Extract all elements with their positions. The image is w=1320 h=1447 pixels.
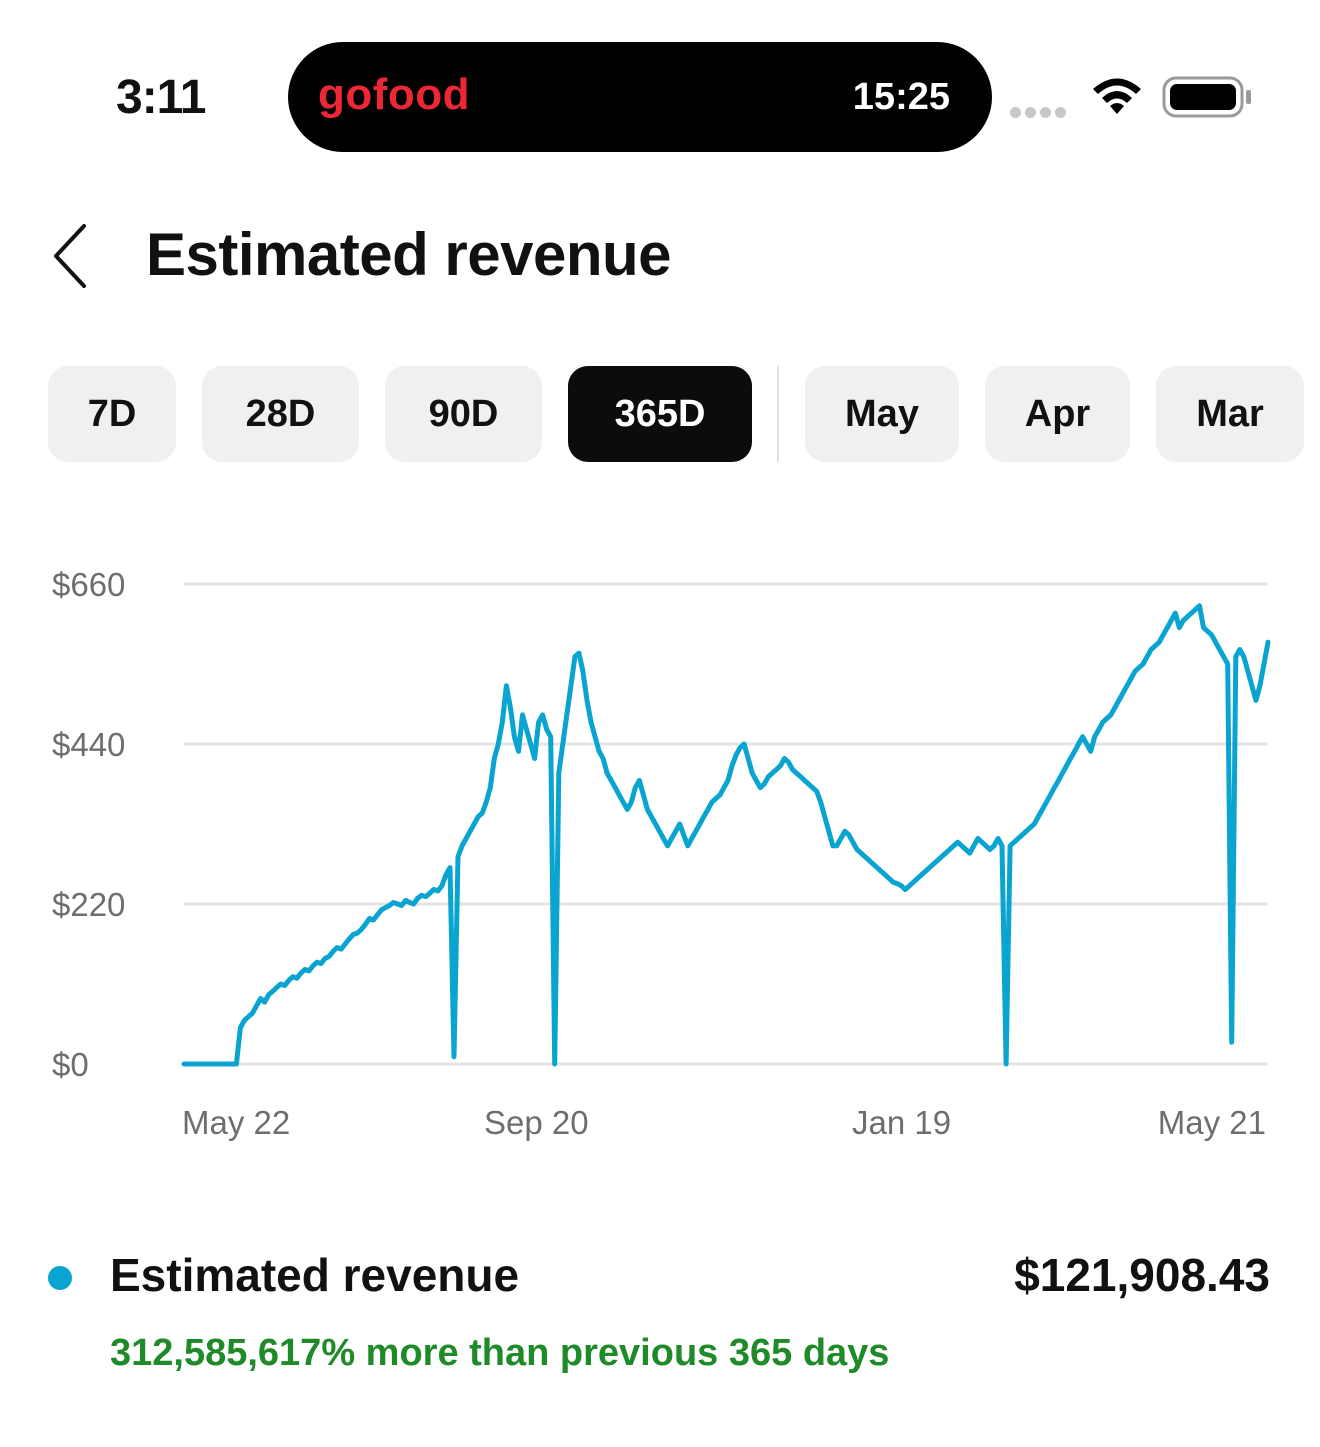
tab-28d[interactable]: 28D: [202, 366, 359, 462]
x-tick-label: Sep 20: [484, 1104, 589, 1141]
page-title: Estimated revenue: [146, 221, 672, 288]
y-tick-label: $0: [52, 1046, 89, 1083]
y-tick-label: $220: [52, 886, 125, 923]
status-bar: 3:11 gofood 15:25: [0, 0, 1320, 170]
range-tabs: 7D 28D 90D 365D May Apr Mar: [0, 366, 1320, 462]
page-header: Estimated revenue: [0, 210, 1320, 300]
y-tick-label: $660: [52, 566, 125, 603]
total-revenue-value: $121,908.43: [1014, 1249, 1270, 1301]
wifi-icon: [1093, 78, 1141, 114]
island-timer: 15:25: [852, 76, 950, 118]
tab-7d[interactable]: 7D: [48, 366, 176, 462]
back-chevron-icon[interactable]: [40, 220, 100, 290]
tab-90d[interactable]: 90D: [385, 366, 542, 462]
legend-dot: [48, 1266, 72, 1290]
tab-mar[interactable]: Mar: [1156, 366, 1304, 462]
tab-may[interactable]: May: [805, 366, 959, 462]
cellular-signal-icon: [1010, 105, 1074, 118]
y-tick-label: $440: [52, 726, 125, 763]
change-comparison-text: 312,585,617% more than previous 365 days: [110, 1332, 890, 1374]
dynamic-island[interactable]: gofood 15:25: [288, 42, 992, 152]
tab-divider: [777, 366, 779, 462]
x-tick-label: Jan 19: [852, 1104, 951, 1141]
x-tick-label: May 21: [1158, 1104, 1266, 1141]
status-time: 3:11: [116, 71, 206, 124]
tab-apr[interactable]: Apr: [985, 366, 1130, 462]
tab-365d[interactable]: 365D: [568, 366, 752, 462]
island-brand: gofood: [318, 70, 471, 119]
revenue-series-line: [181, 603, 1271, 1067]
revenue-chart[interactable]: $0 $220 $440 $660 May 22 Sep 20 Jan 19 May 21: [0, 540, 1320, 1160]
x-tick-label: May 22: [182, 1104, 290, 1141]
revenue-chart-svg: $0 $220 $440 $660 May 22 Sep 20 Jan 19 May 21: [52, 566, 1271, 1141]
legend-label: Estimated revenue: [110, 1249, 520, 1301]
battery-icon: [1162, 76, 1251, 118]
summary-section: Estimated revenue $121,908.43 312,585,61…: [0, 1240, 1320, 1390]
